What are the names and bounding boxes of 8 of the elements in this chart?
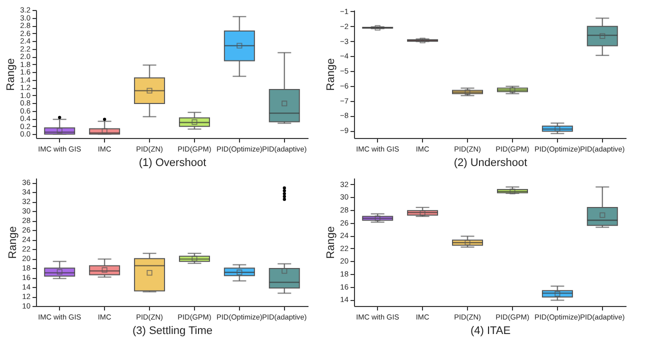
x-axis-title: (3) Settling Time	[132, 324, 213, 337]
x-axis-title: (4) ITAE	[470, 324, 511, 337]
y-axis-title: Range	[324, 58, 337, 91]
x-axis-title: (1) Overshoot	[138, 156, 206, 169]
x-axis-title: (2) Undershoot	[454, 156, 528, 169]
y-axis-title: Range	[5, 58, 18, 91]
y-axis-title: Range	[7, 226, 20, 259]
y-axis-title: Range	[325, 226, 338, 259]
